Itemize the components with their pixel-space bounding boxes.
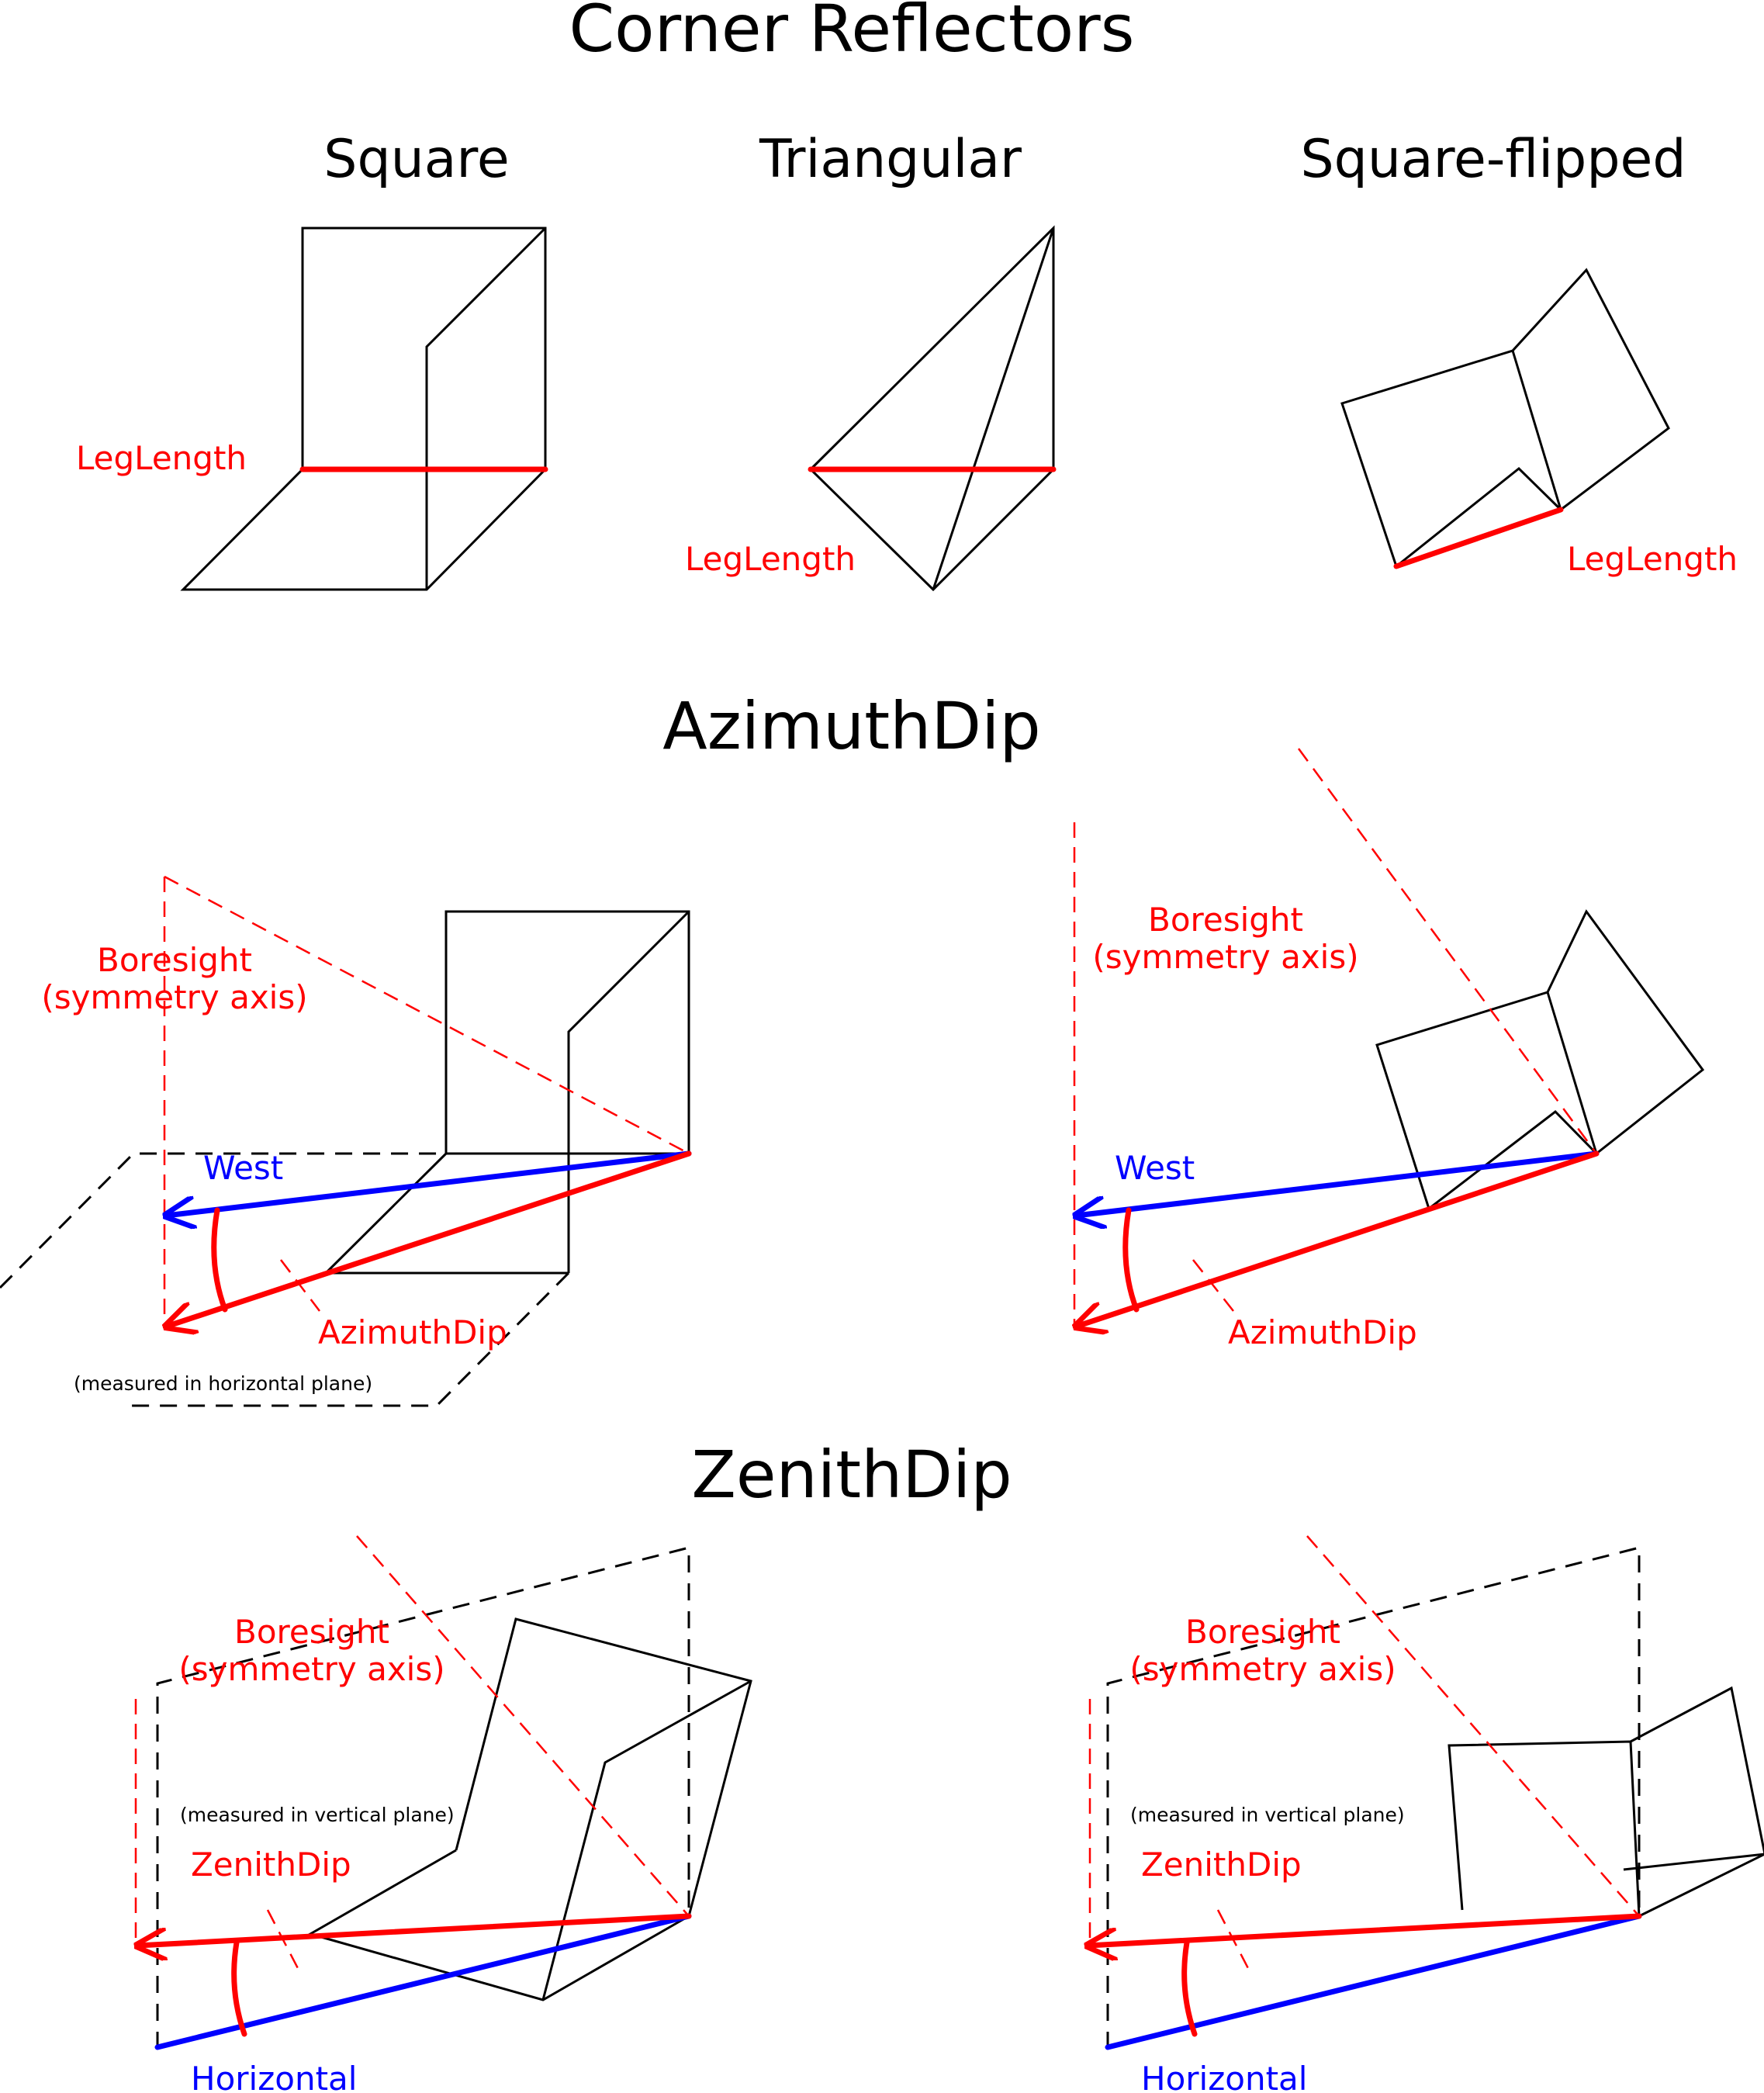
zenith-dip-label-left: ZenithDip xyxy=(191,1846,351,1884)
zenith-dip-arrow-left xyxy=(137,1913,692,1946)
boresight-label-zenith-right-2: (symmetry axis) xyxy=(1129,1650,1396,1688)
label-square-flipped: Square-flipped xyxy=(1301,129,1686,190)
horizontal-line-right xyxy=(1105,1913,1642,2050)
west-arrow-right xyxy=(1076,1150,1600,1216)
azimuth-angle-arc-left xyxy=(211,1207,228,1313)
zenith-angle-arc-right xyxy=(1181,1939,1198,2037)
title-zenith-dip: ZenithDip xyxy=(691,1437,1012,1513)
flipped-leg-length-line xyxy=(1393,507,1564,569)
boresight-label-zenith-right-1: Boresight xyxy=(1185,1613,1340,1651)
label-triangular: Triangular xyxy=(759,129,1022,190)
boresight-label-zenith-left-1: Boresight xyxy=(234,1613,389,1651)
boresight-label-left-2: (symmetry axis) xyxy=(41,978,307,1016)
square-flipped-reflector xyxy=(1340,268,1670,569)
zenith-dip-arrow-right xyxy=(1088,1913,1642,1946)
triangular-reflector xyxy=(808,225,1057,592)
azimuth-dip-arrow-left xyxy=(166,1150,692,1327)
label-square: Square xyxy=(323,129,509,190)
title-corner-reflectors: Corner Reflectors xyxy=(569,0,1135,67)
zenith-dip-label-right: ZenithDip xyxy=(1141,1846,1302,1884)
triangular-leg-length-label: LegLength xyxy=(685,540,856,578)
azimuth-dip-arrow-right xyxy=(1076,1150,1600,1327)
boresight-label-right-2: (symmetry axis) xyxy=(1092,938,1358,976)
west-label-right: West xyxy=(1115,1149,1195,1187)
measured-vertical-note-right: (measured in vertical plane) xyxy=(1130,1804,1405,1826)
horizontal-label-left: Horizontal xyxy=(191,2060,357,2093)
zenith-angle-arc-left xyxy=(231,1939,247,2037)
zenith-dip-right-diagram xyxy=(1088,1535,1764,2050)
west-label-left: West xyxy=(203,1149,283,1187)
azimuth-dip-label-left: AzimuthDip xyxy=(318,1313,507,1351)
measured-horizontal-note: (measured in horizontal plane) xyxy=(74,1372,372,1395)
measured-vertical-note-left: (measured in vertical plane) xyxy=(180,1804,455,1826)
title-azimuth-dip: AzimuthDip xyxy=(662,688,1040,764)
west-arrow-left xyxy=(166,1150,692,1216)
square-leg-length-label: LegLength xyxy=(76,439,247,477)
zenith-dip-left-diagram xyxy=(136,1535,752,2050)
horizontal-line-left xyxy=(154,1913,692,2050)
boresight-label-right-1: Boresight xyxy=(1148,901,1303,939)
boresight-label-left-1: Boresight xyxy=(97,941,252,979)
square-reflector xyxy=(180,227,548,591)
azimuth-dip-right-diagram xyxy=(1074,748,1705,1328)
azimuth-dip-left-diagram xyxy=(0,875,692,1407)
flipped-leg-length-label: LegLength xyxy=(1567,540,1738,578)
boresight-label-zenith-left-2: (symmetry axis) xyxy=(178,1650,444,1688)
azimuth-dip-label-right: AzimuthDip xyxy=(1228,1313,1417,1351)
horizontal-label-right: Horizontal xyxy=(1141,2060,1307,2093)
azimuth-angle-arc-right xyxy=(1122,1207,1140,1313)
